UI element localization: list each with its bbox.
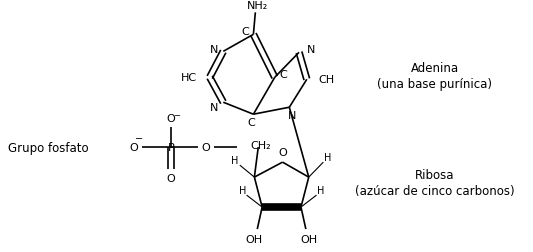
- Text: H: H: [325, 152, 332, 163]
- Text: N: N: [288, 111, 296, 121]
- Text: O: O: [278, 148, 287, 158]
- Text: N: N: [209, 45, 218, 55]
- Text: C: C: [248, 118, 255, 128]
- Text: N: N: [209, 103, 218, 113]
- Text: O: O: [201, 143, 210, 152]
- Text: (azúcar de cinco carbonos): (azúcar de cinco carbonos): [355, 184, 515, 197]
- Text: O: O: [166, 173, 175, 183]
- Text: NH₂: NH₂: [247, 1, 268, 11]
- Text: O: O: [166, 114, 175, 124]
- Text: O: O: [130, 143, 139, 152]
- Text: C: C: [242, 27, 249, 37]
- Text: Grupo fosfato: Grupo fosfato: [8, 141, 89, 154]
- Text: CH₂: CH₂: [251, 141, 271, 150]
- Text: H: H: [239, 185, 246, 195]
- Text: OH: OH: [300, 234, 317, 244]
- Text: Adenina: Adenina: [411, 61, 459, 75]
- Text: Ribosa: Ribosa: [415, 168, 455, 181]
- Text: −: −: [135, 134, 143, 144]
- Text: CH: CH: [318, 75, 335, 85]
- Text: −: −: [173, 110, 180, 119]
- Text: OH: OH: [246, 234, 263, 244]
- Text: H: H: [231, 155, 239, 166]
- Text: C: C: [280, 70, 287, 80]
- Text: (una base purínica): (una base purínica): [377, 77, 492, 90]
- Text: P: P: [167, 143, 174, 152]
- Text: HC: HC: [181, 73, 197, 83]
- Text: H: H: [317, 185, 324, 195]
- Text: N: N: [307, 45, 315, 55]
